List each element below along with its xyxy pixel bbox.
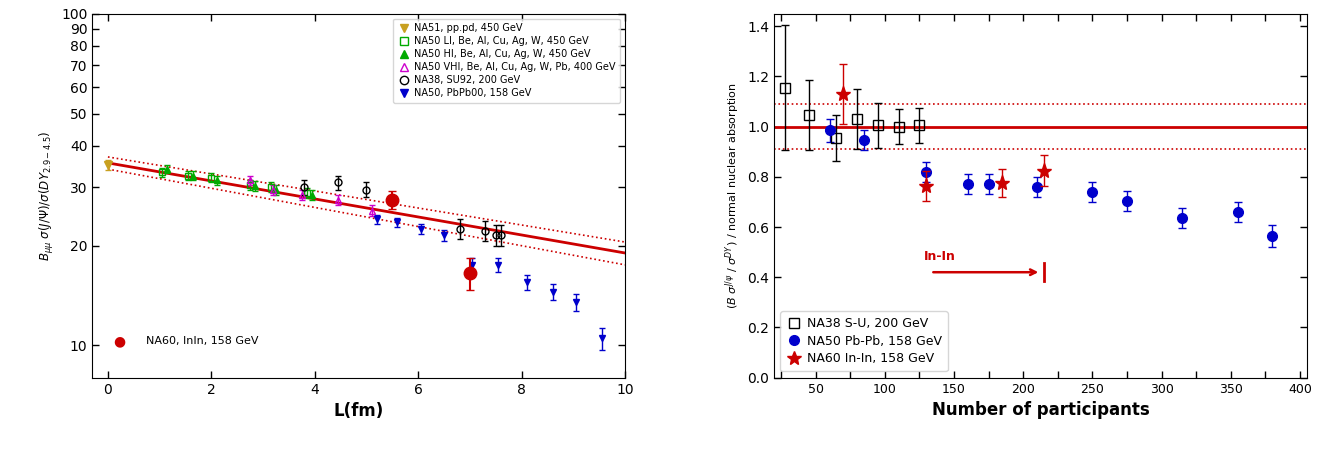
- Text: In-In: In-In: [924, 250, 956, 263]
- X-axis label: L(fm): L(fm): [334, 402, 384, 420]
- Text: NA60, InIn, 158 GeV: NA60, InIn, 158 GeV: [145, 336, 259, 346]
- Y-axis label: $B_{\mu\mu}\ \sigma(J/\Psi)/\sigma(DY_{2.9-4.5})$: $B_{\mu\mu}\ \sigma(J/\Psi)/\sigma(DY_{2…: [37, 131, 55, 261]
- Text: ●: ●: [114, 334, 125, 348]
- Y-axis label: $(B\ \sigma^{J/\psi}\ /\ \sigma^{DY})\ /\ \mathrm{normal\ nuclear\ absorption}$: $(B\ \sigma^{J/\psi}\ /\ \sigma^{DY})\ /…: [723, 82, 742, 309]
- X-axis label: Number of participants: Number of participants: [932, 401, 1150, 419]
- Legend: NA38 S-U, 200 GeV, NA50 Pb-Pb, 158 GeV, NA60 In-In, 158 GeV: NA38 S-U, 200 GeV, NA50 Pb-Pb, 158 GeV, …: [780, 311, 948, 371]
- Legend: NA51, pp.pd, 450 GeV, NA50 LI, Be, Al, Cu, Ag, W, 450 GeV, NA50 HI, Be, Al, Cu, : NA51, pp.pd, 450 GeV, NA50 LI, Be, Al, C…: [393, 19, 620, 103]
